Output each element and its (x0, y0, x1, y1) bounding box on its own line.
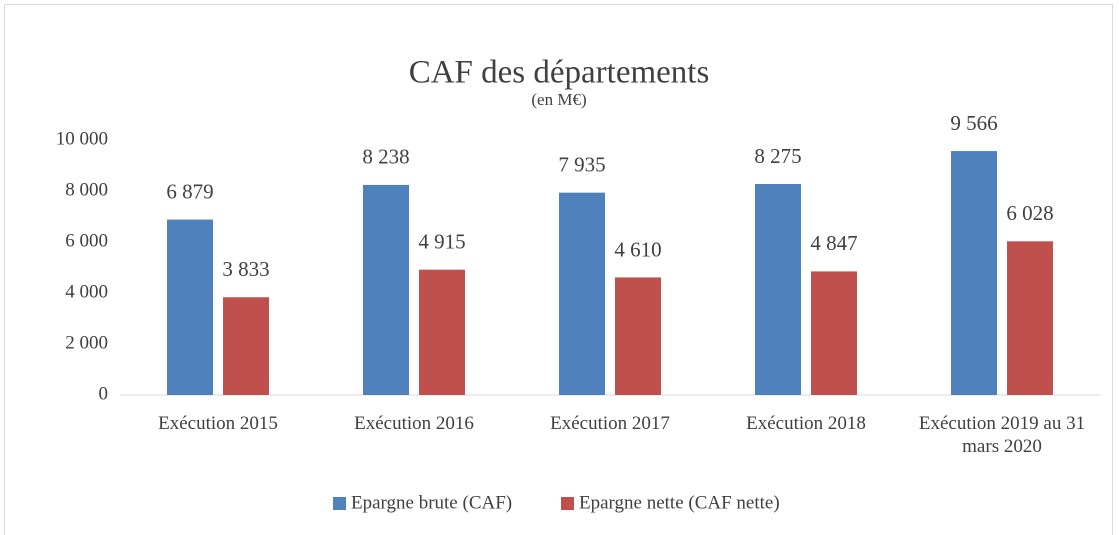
bar (223, 297, 269, 395)
bar (363, 184, 409, 395)
y-tick-label: 4 000 (65, 281, 108, 302)
legend-swatch (333, 497, 346, 510)
data-label: 6 028 (1006, 201, 1053, 225)
data-label: 8 275 (754, 144, 801, 168)
bar (1007, 241, 1053, 395)
y-tick-label: 10 000 (56, 128, 108, 149)
bar (951, 151, 997, 395)
x-tick-label: Exécution 2017 (550, 413, 670, 434)
legend-label: Epargne nette (CAF nette) (579, 492, 780, 513)
y-tick-label: 8 000 (65, 179, 108, 200)
y-tick-label: 0 (99, 383, 109, 404)
data-label: 4 915 (418, 229, 465, 253)
bar (559, 192, 605, 395)
x-tick-label: Exécution 2016 (354, 413, 474, 434)
bar (615, 277, 661, 395)
data-label: 9 566 (950, 111, 997, 135)
x-tick-label: Exécution 2019 au 31 mars 2020 (918, 413, 1086, 457)
data-label: 3 833 (222, 257, 269, 281)
x-tick-label: Exécution 2015 (158, 413, 278, 434)
bar (419, 269, 465, 395)
chart-border (4, 4, 1113, 535)
chart-title: CAF des départements (409, 55, 710, 91)
bar (811, 271, 857, 395)
data-label: 4 610 (614, 237, 661, 261)
legend-label: Epargne brute (CAF) (351, 492, 512, 513)
y-tick-label: 6 000 (65, 230, 108, 251)
data-label: 4 847 (810, 231, 857, 255)
x-tick-label: Exécution 2018 (746, 413, 866, 434)
data-label: 6 879 (166, 179, 213, 203)
bar (167, 219, 213, 395)
legend-swatch (561, 497, 574, 510)
data-label: 7 935 (558, 152, 605, 176)
bar (755, 183, 801, 395)
chart-subtitle: (en M€) (531, 90, 586, 109)
y-tick-label: 2 000 (65, 332, 108, 353)
data-label: 8 238 (362, 145, 409, 169)
